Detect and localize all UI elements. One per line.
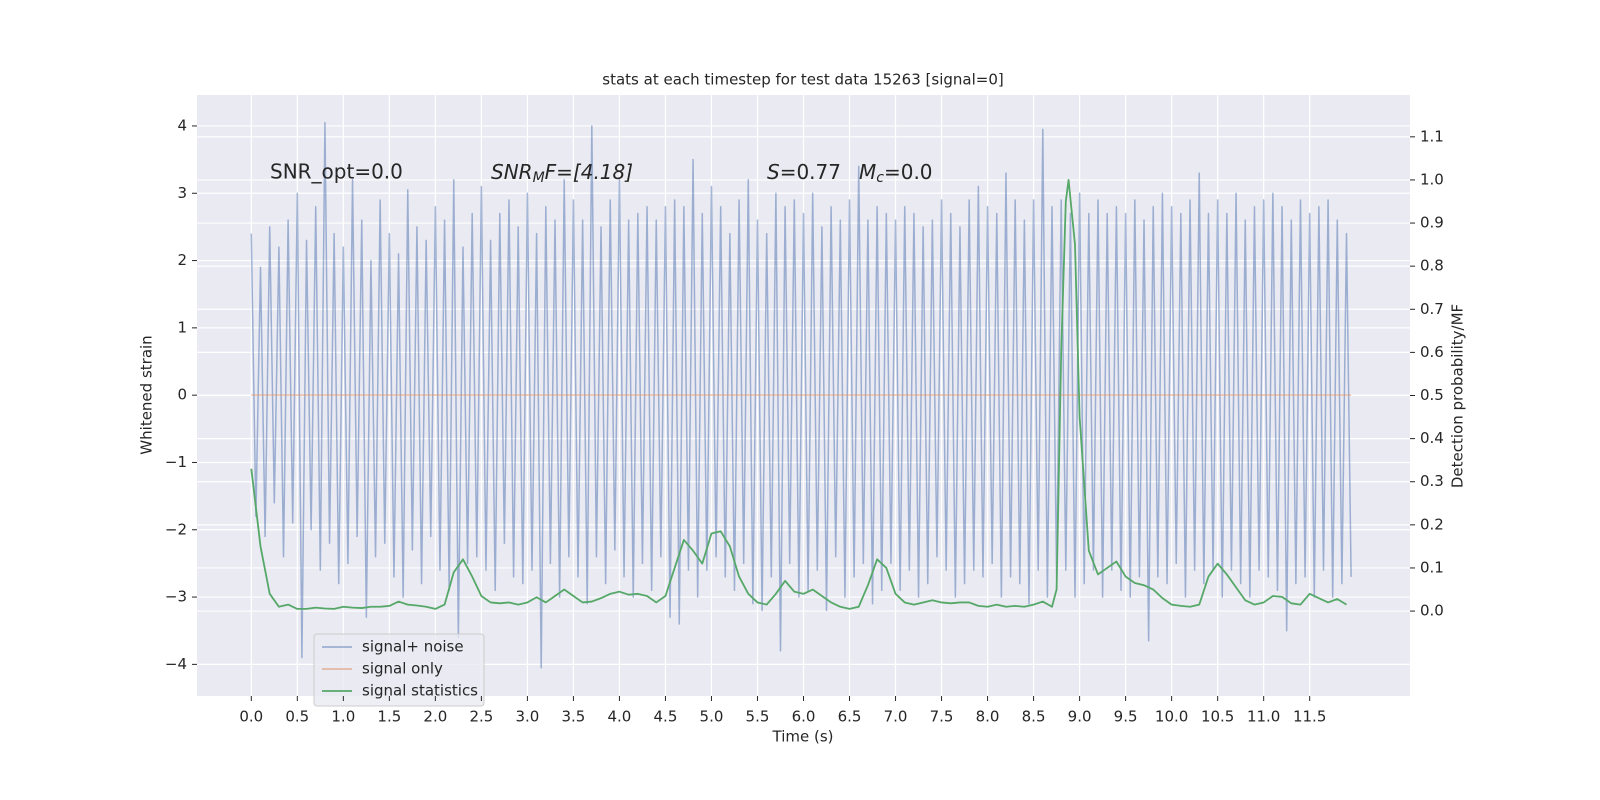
y-tick-label: 2 — [177, 251, 187, 269]
marks — [250, 121, 1352, 669]
x-tick-label: 2.5 — [469, 708, 493, 726]
x-tick-label: 6.0 — [792, 708, 816, 726]
y2-tick-label: 0.6 — [1420, 343, 1444, 361]
legend-label: signal+ noise — [362, 638, 464, 656]
x-tick-label: 1.0 — [331, 708, 355, 726]
x-tick-label: 8.0 — [976, 708, 1000, 726]
y2-tick-label: 0.7 — [1420, 300, 1444, 318]
annotation-part: c — [876, 170, 884, 186]
legend-label: signal only — [362, 660, 443, 678]
y2-axis-label: Detection probability/MF — [1449, 304, 1467, 488]
y-axis-label: Whitened strain — [138, 335, 156, 454]
legend-label: signal statistics — [362, 682, 478, 700]
x-tick-label: 10.5 — [1201, 708, 1234, 726]
annotation-part: =0.0 — [884, 160, 933, 184]
x-tick-label: 0.0 — [239, 708, 263, 726]
x-tick-label: 11.0 — [1247, 708, 1280, 726]
chart-title: stats at each timestep for test data 152… — [602, 71, 1003, 89]
annotation: Mc=0.0 — [859, 160, 933, 187]
y2-tick-label: 0.0 — [1420, 602, 1444, 620]
series-line — [250, 121, 1352, 669]
x-tick-label: 10.0 — [1155, 708, 1188, 726]
y2-tick-label: 0.5 — [1420, 386, 1444, 404]
x-tick-label: 4.5 — [654, 708, 678, 726]
legend: signal+ noise signal only signal statistic… — [313, 633, 485, 707]
x-tick-label: 8.5 — [1022, 708, 1046, 726]
y2-tick-label: 0.8 — [1420, 257, 1444, 275]
x-tick-label: 11.5 — [1293, 708, 1326, 726]
x-tick-label: 3.0 — [515, 708, 539, 726]
annotation-part: SNR — [491, 160, 533, 184]
series-line — [250, 179, 1347, 610]
y-tick-label: −3 — [165, 588, 187, 606]
annotation-part: M — [533, 170, 545, 186]
annotation: SNR_opt=0.0 — [270, 160, 403, 184]
x-tick-label: 1.5 — [377, 708, 401, 726]
x-tick-label: 9.5 — [1114, 708, 1138, 726]
annotation-part: M — [859, 160, 876, 184]
y-tick-label: −4 — [165, 655, 187, 673]
x-tick-label: 2.0 — [423, 708, 447, 726]
y-tick-label: 4 — [177, 116, 187, 134]
x-tick-label: 5.0 — [700, 708, 724, 726]
x-tick-label: 6.5 — [838, 708, 862, 726]
y2-tick-label: 0.2 — [1420, 515, 1444, 533]
annotation: SNRMF=[4.18] — [491, 160, 633, 187]
x-tick-label: 5.5 — [746, 708, 770, 726]
y2-tick-label: 0.9 — [1420, 214, 1444, 232]
y-tick-label: −1 — [165, 453, 187, 471]
x-tick-label: 9.0 — [1068, 708, 1092, 726]
y2-tick-label: 0.3 — [1420, 472, 1444, 490]
x-tick-label: 7.5 — [930, 708, 954, 726]
annotation-part: S — [767, 160, 780, 184]
y-tick-label: 0 — [177, 386, 187, 404]
x-tick-label: 7.0 — [884, 708, 908, 726]
y2-tick-label: 1.1 — [1420, 127, 1444, 145]
x-axis-label: Time (s) — [772, 728, 834, 746]
annotation-part: F=[4.18] — [545, 160, 633, 184]
x-tick-label: 0.5 — [285, 708, 309, 726]
y-tick-label: 3 — [177, 184, 187, 202]
y2-tick-label: 0.4 — [1420, 429, 1444, 447]
legend-box — [313, 633, 485, 707]
x-tick-label: 4.0 — [608, 708, 632, 726]
y-tick-label: 1 — [177, 318, 187, 336]
y2-tick-label: 0.1 — [1420, 558, 1444, 576]
y-tick-label: −2 — [165, 520, 187, 538]
y2-tick-label: 1.0 — [1420, 170, 1444, 188]
x-tick-label: 3.5 — [561, 708, 585, 726]
annotation-part: =0.77 — [780, 160, 841, 184]
annotation: S=0.77 — [767, 160, 841, 184]
